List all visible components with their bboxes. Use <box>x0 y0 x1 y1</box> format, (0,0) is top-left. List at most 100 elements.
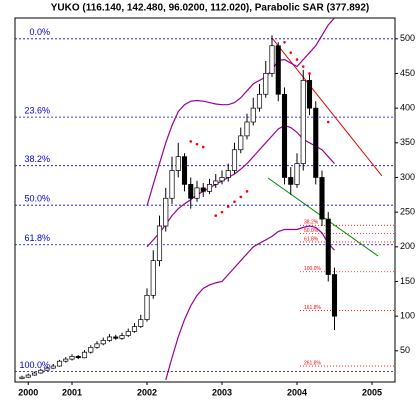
candle-body <box>281 93 288 178</box>
candle-body <box>269 45 275 74</box>
candle-body <box>206 184 213 192</box>
candle-body <box>275 45 281 95</box>
extension-label: 50.0% <box>304 228 319 234</box>
band-line <box>146 17 335 207</box>
sar-dot <box>326 120 330 124</box>
candle-body <box>231 149 238 171</box>
candle-body <box>300 80 306 164</box>
trend-line <box>271 37 383 177</box>
fib-label: 50.0% <box>24 194 50 204</box>
sar-dot <box>189 140 193 143</box>
sar-dot <box>283 40 286 44</box>
y-tick-label: 200 <box>400 241 415 251</box>
x-tick-label: 2004 <box>287 387 307 397</box>
candle-body <box>225 170 231 178</box>
candle-body <box>219 177 225 182</box>
candle-body <box>256 93 263 109</box>
candle-body <box>19 376 25 379</box>
candle-body <box>94 343 100 348</box>
candle-body <box>144 294 150 320</box>
candle-body <box>56 360 63 367</box>
candle-body <box>331 274 338 317</box>
y-tick-label: 300 <box>400 172 415 182</box>
fib-label: 38.2% <box>24 154 50 164</box>
candle-body <box>131 326 138 332</box>
candle-body <box>200 187 206 192</box>
candle-body <box>150 260 156 296</box>
candle-body <box>194 187 200 199</box>
candle-body <box>188 184 194 199</box>
sar-dot <box>295 58 299 61</box>
extension-label: 100.0% <box>304 266 322 272</box>
candle-body <box>138 319 144 327</box>
y-tick-label: 350 <box>400 137 415 147</box>
candle-body <box>169 170 175 199</box>
fib-label: 23.6% <box>24 106 50 116</box>
y-tick-label: 150 <box>400 276 415 286</box>
candle-body <box>69 355 75 360</box>
extension-label: 261.8% <box>304 360 322 366</box>
sar-dot <box>301 65 305 68</box>
candle-body <box>238 135 244 151</box>
candle-body <box>44 367 50 371</box>
x-tick-label: 2001 <box>62 387 82 397</box>
candle-body <box>81 351 88 359</box>
candle-body <box>250 107 256 123</box>
x-tick-label: 2005 <box>362 387 382 397</box>
y-tick-label: 250 <box>400 207 415 217</box>
sar-dot <box>245 190 249 193</box>
candle-body <box>75 355 81 359</box>
fib-label: 61.8% <box>24 233 50 243</box>
candle-body <box>50 365 56 369</box>
fib-label: 100.0% <box>19 360 50 370</box>
candle-body <box>306 80 313 109</box>
y-tick-label: 400 <box>400 103 415 113</box>
sar-dot <box>195 142 199 146</box>
candle-body <box>113 336 119 339</box>
candle-body <box>175 156 181 171</box>
sar-dot <box>308 72 311 75</box>
x-tick-label: 2002 <box>137 387 157 397</box>
candle-body <box>125 331 131 336</box>
candle-body <box>119 335 125 339</box>
candle-body <box>156 225 163 262</box>
candle-body <box>25 374 31 378</box>
candle-body <box>181 156 188 185</box>
sar-dot <box>226 205 230 208</box>
candle-body <box>38 369 44 374</box>
extension-label: 38.2% <box>304 220 319 226</box>
candle-body <box>325 218 331 275</box>
y-tick-label: 100 <box>400 311 415 321</box>
y-tick-label: 450 <box>400 68 415 78</box>
sar-dot <box>201 145 205 149</box>
candle-body <box>288 177 294 185</box>
extension-label: 161.8% <box>304 305 322 311</box>
candle-body <box>263 73 269 95</box>
x-tick-label: 2000 <box>18 387 38 397</box>
candle-body <box>313 107 319 178</box>
chart-title: YUKO (116.140, 142.480, 96.0200, 112.020… <box>51 3 370 14</box>
candle-body <box>106 336 113 341</box>
candle-body <box>100 340 106 345</box>
band-line <box>165 225 335 381</box>
y-tick-label: 500 <box>400 33 415 43</box>
candle-body <box>294 163 300 185</box>
sar-dot <box>239 195 243 199</box>
sar-dot <box>233 200 236 204</box>
extension-label: 61.8% <box>304 236 319 242</box>
y-tick-label: 50 <box>400 345 410 355</box>
candle-body <box>31 372 38 376</box>
candle-body <box>88 346 94 353</box>
candle-body <box>244 121 250 137</box>
sar-dot <box>214 214 218 217</box>
x-tick-label: 2003 <box>212 387 232 397</box>
candle-body <box>63 358 69 362</box>
candle-body <box>319 177 325 220</box>
fib-label: 0.0% <box>29 27 50 37</box>
candle-body <box>213 180 219 185</box>
sar-dot <box>289 51 293 54</box>
sar-dot <box>220 210 224 214</box>
plot-frame <box>14 17 396 383</box>
candle-body <box>163 197 169 227</box>
